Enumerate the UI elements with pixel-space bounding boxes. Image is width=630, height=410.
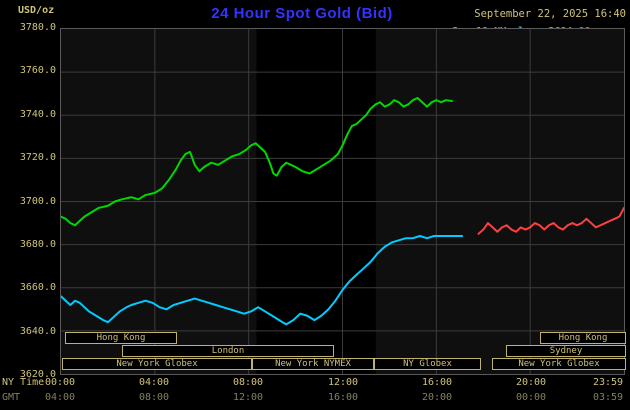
y-tick-label: 3620.0	[19, 369, 56, 380]
ny-time-axis-label: NY Time	[2, 377, 45, 388]
plot-area: Hong Kong Hong Kong London Sydney New York G…	[60, 28, 626, 375]
gmt-axis-label: GMT	[2, 392, 21, 403]
ny-tick-label: 23:59	[592, 377, 624, 388]
session-box-london: London	[122, 345, 334, 357]
y-tick-label: 3660.0	[19, 282, 56, 293]
gmt-tick-label: 12:00	[232, 392, 264, 403]
y-tick-label: 3640.0	[19, 326, 56, 337]
session-box-new-york-globex: New York Globex	[62, 358, 252, 370]
series-line-2	[61, 97, 454, 227]
session-box-new-york-nymex: New York NYMEX	[252, 358, 374, 370]
session-box-new-york-globex: New York Globex	[492, 358, 626, 370]
ny-tick-label: 08:00	[232, 377, 264, 388]
session-box-ny-globex: NY Globex	[374, 358, 481, 370]
series-line-0	[61, 235, 464, 326]
chart-canvas	[61, 29, 624, 374]
gmt-tick-label: 08:00	[138, 392, 170, 403]
y-tick-label: 3780.0	[19, 22, 56, 33]
session-box-sydney: Sydney	[506, 345, 626, 357]
ny-tick-label: 16:00	[421, 377, 453, 388]
gmt-tick-label: 04:00	[44, 392, 76, 403]
ny-tick-label: 04:00	[138, 377, 170, 388]
gmt-tick-label: 03:59	[592, 392, 624, 403]
y-axis-unit-label: USD/oz	[18, 5, 55, 16]
session-box-hong-kong: Hong Kong	[65, 332, 177, 344]
market-session-bars: Hong Kong Hong Kong London Sydney New York G…	[61, 29, 626, 374]
ny-tick-label: 20:00	[515, 377, 547, 388]
gmt-tick-label: 20:00	[421, 392, 453, 403]
y-tick-label: 3760.0	[19, 65, 56, 76]
y-tick-label: 3700.0	[19, 196, 56, 207]
y-tick-label: 3680.0	[19, 239, 56, 250]
chart-title: 24 Hour Spot Gold (Bid)	[211, 5, 393, 22]
series-line-1	[477, 206, 624, 235]
chart-datetime: September 22, 2025 16:40	[474, 8, 626, 20]
session-box-hong-kong: Hong Kong	[540, 332, 626, 344]
y-tick-label: 3740.0	[19, 109, 56, 120]
gmt-tick-label: 16:00	[327, 392, 359, 403]
y-tick-label: 3720.0	[19, 152, 56, 163]
gmt-tick-label: 00:00	[515, 392, 547, 403]
ny-tick-label: 12:00	[327, 377, 359, 388]
ny-tick-label: 00:00	[44, 377, 76, 388]
